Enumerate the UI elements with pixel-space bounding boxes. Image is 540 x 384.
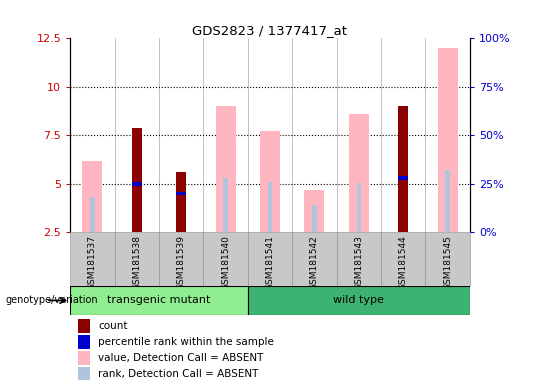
Bar — [426, 232, 470, 286]
Text: genotype/variation: genotype/variation — [5, 295, 98, 306]
Text: GSM181539: GSM181539 — [177, 235, 186, 290]
Bar — [177, 192, 186, 195]
Text: percentile rank within the sample: percentile rank within the sample — [98, 337, 274, 347]
Bar — [305, 190, 325, 232]
Bar — [70, 286, 248, 315]
Bar — [356, 183, 361, 232]
Text: GSM181538: GSM181538 — [132, 235, 141, 290]
Bar — [224, 178, 228, 232]
Bar — [248, 232, 292, 286]
Text: wild type: wild type — [333, 295, 384, 306]
Bar — [134, 184, 139, 232]
Bar — [437, 48, 457, 232]
Bar — [78, 319, 90, 333]
Bar — [260, 131, 280, 232]
Bar — [78, 351, 90, 365]
Bar — [132, 182, 141, 186]
Text: GSM181545: GSM181545 — [443, 235, 452, 290]
Text: GSM181541: GSM181541 — [266, 235, 274, 290]
Bar — [83, 161, 103, 232]
Text: rank, Detection Call = ABSENT: rank, Detection Call = ABSENT — [98, 369, 259, 379]
Bar — [399, 176, 408, 180]
Bar — [78, 367, 90, 381]
Bar — [381, 232, 426, 286]
Bar — [248, 286, 470, 315]
Bar — [78, 335, 90, 349]
Bar — [114, 232, 159, 286]
Text: GSM181544: GSM181544 — [399, 235, 408, 290]
Bar — [132, 127, 141, 232]
Bar — [312, 205, 316, 232]
Text: count: count — [98, 321, 127, 331]
Bar — [90, 197, 94, 232]
Bar — [399, 106, 408, 232]
Bar — [177, 172, 186, 232]
Bar — [336, 232, 381, 286]
Bar — [70, 232, 114, 286]
Title: GDS2823 / 1377417_at: GDS2823 / 1377417_at — [192, 24, 348, 37]
Bar — [159, 232, 204, 286]
Text: GSM181542: GSM181542 — [310, 235, 319, 290]
Bar — [401, 184, 406, 232]
Bar — [446, 170, 450, 232]
Text: GSM181543: GSM181543 — [354, 235, 363, 290]
Text: transgenic mutant: transgenic mutant — [107, 295, 211, 306]
Text: GSM181537: GSM181537 — [88, 235, 97, 290]
Bar — [292, 232, 336, 286]
Bar — [349, 114, 369, 232]
Bar — [215, 106, 235, 232]
Bar — [268, 182, 272, 232]
Bar — [204, 232, 248, 286]
Text: value, Detection Call = ABSENT: value, Detection Call = ABSENT — [98, 353, 264, 363]
Text: GSM181540: GSM181540 — [221, 235, 230, 290]
